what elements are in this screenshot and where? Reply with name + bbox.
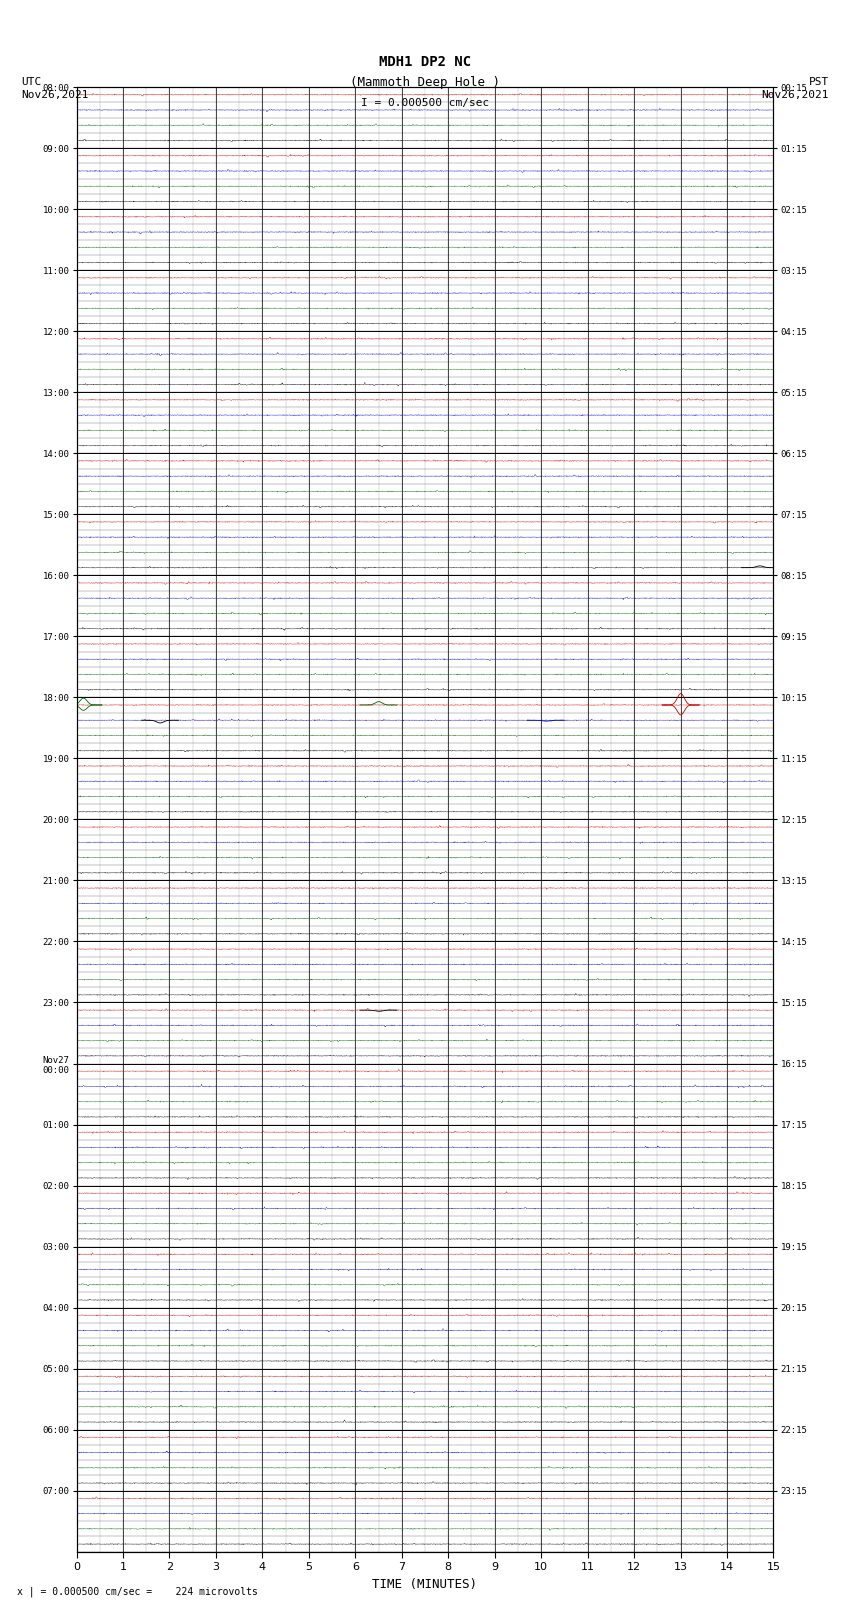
Text: UTC
Nov26,2021: UTC Nov26,2021 bbox=[21, 77, 88, 100]
Text: x | = 0.000500 cm/sec =    224 microvolts: x | = 0.000500 cm/sec = 224 microvolts bbox=[17, 1586, 258, 1597]
Text: (Mammoth Deep Hole ): (Mammoth Deep Hole ) bbox=[350, 76, 500, 89]
Text: I = 0.000500 cm/sec: I = 0.000500 cm/sec bbox=[361, 98, 489, 108]
Text: MDH1 DP2 NC: MDH1 DP2 NC bbox=[379, 55, 471, 69]
Text: PST
Nov26,2021: PST Nov26,2021 bbox=[762, 77, 829, 100]
X-axis label: TIME (MINUTES): TIME (MINUTES) bbox=[372, 1578, 478, 1590]
